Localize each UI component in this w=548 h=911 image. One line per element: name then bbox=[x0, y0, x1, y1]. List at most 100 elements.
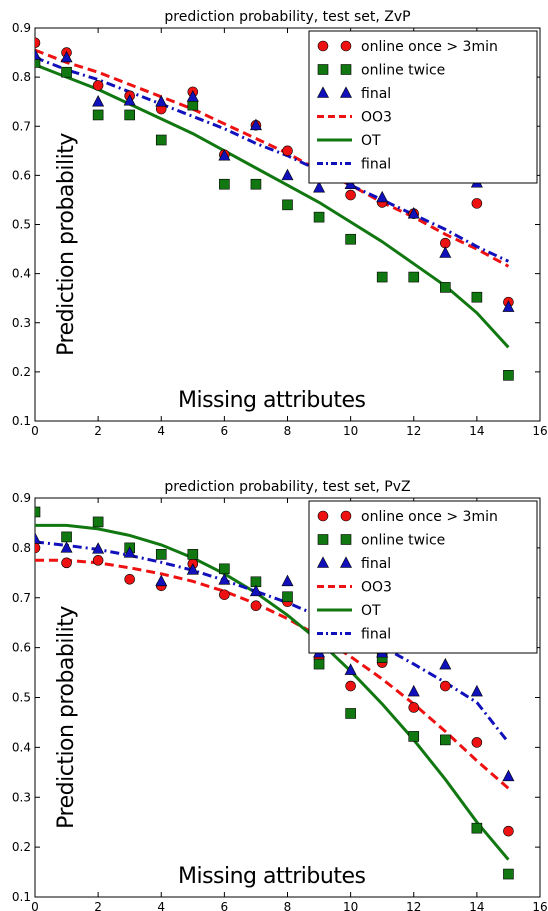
data-point-circle bbox=[408, 702, 420, 713]
data-point-square bbox=[35, 506, 41, 518]
chart-title: prediction probability, test set, ZvP bbox=[164, 9, 410, 25]
legend-marker bbox=[340, 40, 352, 52]
data-point-triangle bbox=[313, 181, 326, 193]
data-point-square bbox=[187, 99, 199, 111]
data-point-square bbox=[61, 531, 72, 543]
legend-marker bbox=[340, 534, 352, 545]
data-point-square bbox=[219, 563, 230, 575]
y-tick-label: 0.7 bbox=[12, 119, 31, 133]
data-point-circle bbox=[35, 37, 41, 49]
legend-label: OO3 bbox=[361, 110, 392, 126]
y-tick-label: 0.8 bbox=[12, 70, 31, 84]
data-point-triangle bbox=[439, 657, 452, 670]
data-point-square bbox=[92, 109, 104, 121]
x-tick-label: 14 bbox=[469, 900, 484, 911]
data-point-circle bbox=[282, 145, 293, 157]
data-point-triangle bbox=[344, 663, 357, 675]
legend-label: online twice bbox=[361, 63, 445, 79]
data-point-circle bbox=[471, 737, 483, 748]
y-tick-label: 0.2 bbox=[12, 840, 31, 854]
x-tick-label: 4 bbox=[157, 424, 165, 438]
data-point-circle bbox=[471, 198, 483, 209]
x-tick-label: 16 bbox=[532, 900, 547, 911]
series-line-2 bbox=[35, 56, 510, 263]
y-tick-label: 0.5 bbox=[12, 691, 31, 705]
data-point-triangle bbox=[218, 573, 231, 585]
data-point-triangle bbox=[92, 542, 105, 554]
x-tick-label: 4 bbox=[157, 900, 165, 911]
legend-label: online once > 3min bbox=[361, 509, 498, 525]
legend-marker bbox=[317, 510, 329, 522]
x-tick-label: 12 bbox=[406, 900, 421, 911]
y-tick-label: 0.9 bbox=[12, 491, 31, 505]
plot-area bbox=[35, 506, 515, 880]
data-point-triangle bbox=[249, 118, 262, 131]
data-point-square bbox=[440, 282, 451, 293]
data-point-square bbox=[282, 591, 293, 603]
y-tick-label: 0.2 bbox=[12, 365, 31, 379]
data-point-triangle bbox=[155, 95, 168, 107]
series-line-1 bbox=[35, 523, 510, 861]
chart-title: prediction probability, test set, PvZ bbox=[164, 479, 410, 495]
y-tick-label: 0.1 bbox=[12, 890, 31, 904]
x-tick-label: 14 bbox=[469, 424, 484, 438]
data-point-square bbox=[440, 734, 451, 746]
y-tick-label: 0.3 bbox=[12, 790, 31, 804]
legend-label: final bbox=[361, 627, 391, 643]
y-tick-label: 0.9 bbox=[12, 21, 31, 35]
x-tick-label: 0 bbox=[31, 900, 39, 911]
data-point-triangle bbox=[123, 94, 136, 106]
data-point-circle bbox=[92, 555, 104, 566]
legend-label: final bbox=[361, 556, 391, 572]
legend-marker bbox=[340, 510, 352, 522]
data-point-circle bbox=[345, 680, 356, 692]
data-point-triangle bbox=[35, 48, 41, 60]
y-tick-label: 0.4 bbox=[12, 740, 31, 754]
x-axis-label: Missing attributes bbox=[178, 864, 365, 889]
x-tick-label: 8 bbox=[284, 424, 292, 438]
data-point-circle bbox=[61, 557, 72, 569]
data-point-triangle bbox=[439, 246, 452, 258]
legend-label: online twice bbox=[361, 533, 445, 549]
legend-marker bbox=[317, 534, 329, 545]
data-point-triangle bbox=[35, 532, 41, 544]
data-point-triangle bbox=[249, 584, 262, 597]
data-point-triangle bbox=[123, 546, 136, 558]
chart-panel-2: prediction probability, test set, PvZ 0 2 4… bbox=[12, 479, 548, 911]
data-point-square bbox=[408, 731, 420, 742]
legend-marker bbox=[317, 40, 329, 52]
x-axis-label: Missing attributes bbox=[178, 388, 365, 413]
legend-label: OT bbox=[361, 603, 381, 619]
y-axis-label: Prediction probability bbox=[54, 606, 79, 829]
data-point-square bbox=[187, 549, 199, 560]
series-line-1 bbox=[35, 63, 510, 349]
legend-marker bbox=[317, 556, 329, 568]
data-point-triangle bbox=[407, 684, 420, 697]
data-point-square bbox=[219, 178, 230, 190]
data-point-circle bbox=[124, 573, 135, 585]
data-point-square bbox=[92, 516, 104, 528]
data-point-triangle bbox=[376, 190, 389, 203]
x-tick-label: 10 bbox=[343, 900, 358, 911]
data-point-circle bbox=[92, 80, 104, 91]
data-point-square bbox=[61, 66, 72, 78]
data-point-square bbox=[35, 57, 41, 68]
data-point-square bbox=[155, 549, 167, 560]
data-point-circle bbox=[345, 189, 356, 201]
data-point-triangle bbox=[502, 769, 515, 782]
x-tick-label: 6 bbox=[221, 900, 229, 911]
legend-label: OO3 bbox=[361, 580, 392, 596]
data-point-square bbox=[155, 134, 167, 146]
x-tick-label: 10 bbox=[343, 424, 358, 438]
series-line-0 bbox=[35, 48, 510, 268]
data-point-square bbox=[503, 370, 514, 381]
legend-marker bbox=[317, 64, 329, 75]
x-tick-label: 0 bbox=[31, 424, 39, 438]
legend-label: final bbox=[361, 86, 391, 102]
x-tick-label: 6 bbox=[221, 424, 229, 438]
y-tick-label: 0.3 bbox=[12, 316, 31, 330]
data-point-square bbox=[503, 868, 514, 880]
data-point-square bbox=[471, 822, 483, 834]
data-point-square bbox=[250, 178, 262, 190]
